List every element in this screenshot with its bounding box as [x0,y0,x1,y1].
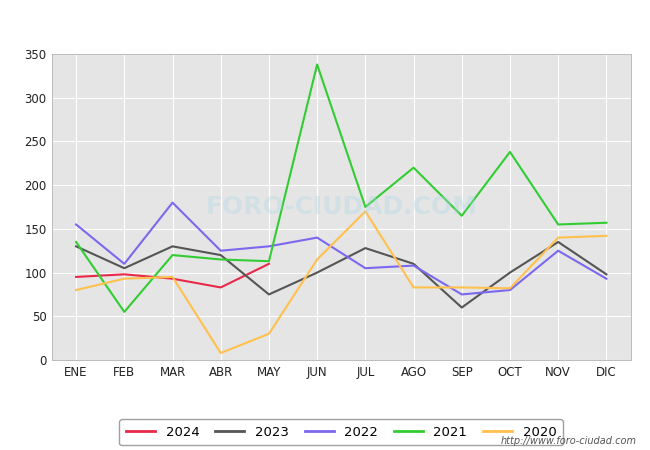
Legend: 2024, 2023, 2022, 2021, 2020: 2024, 2023, 2022, 2021, 2020 [120,419,563,445]
Text: FORO-CIUDAD.COM: FORO-CIUDAD.COM [205,195,477,219]
Text: Matriculaciones de Vehiculos en San Fernando de Henares: Matriculaciones de Vehiculos en San Fern… [83,14,567,32]
Text: http://www.foro-ciudad.com: http://www.foro-ciudad.com [501,436,637,446]
